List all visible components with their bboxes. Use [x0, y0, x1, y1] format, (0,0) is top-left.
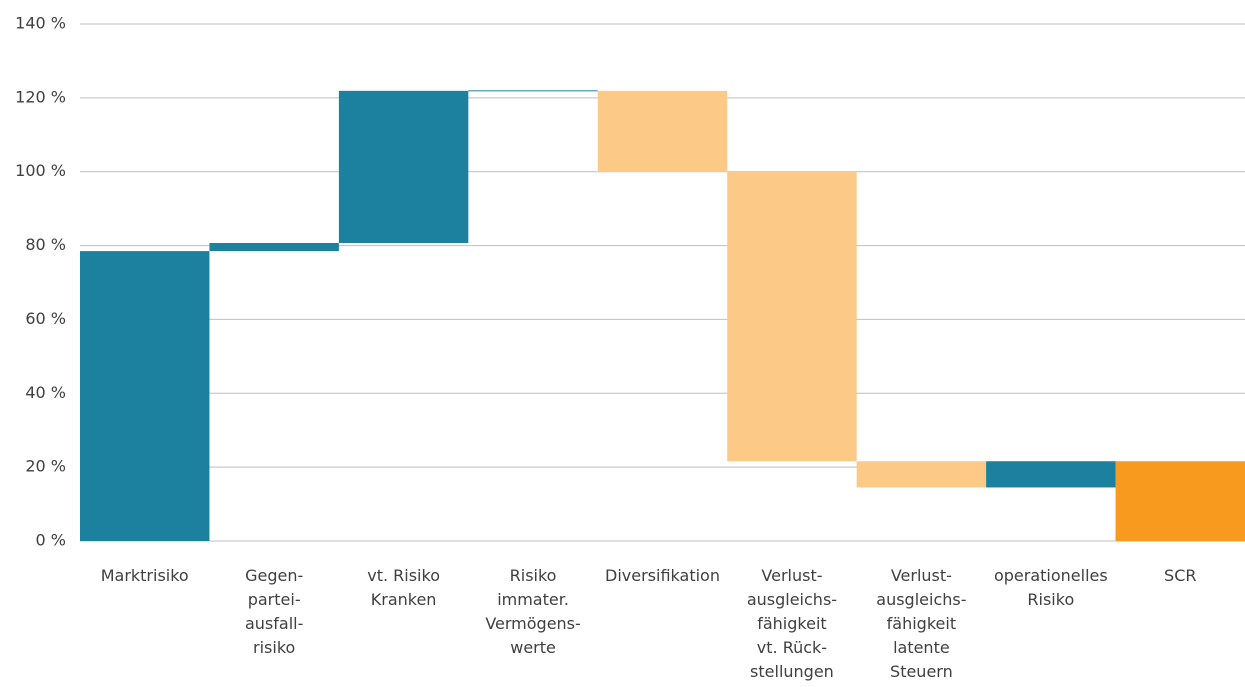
bar: [986, 461, 1116, 488]
x-tick-label-line: ausfall-: [245, 614, 303, 633]
bar: [1115, 461, 1245, 541]
x-tick-label: Verlust-ausgleichs-fähigkeit vt. Rück-ste…: [747, 566, 837, 681]
x-tick-label-line: Steuern: [890, 662, 953, 681]
x-tick-label-line: vt. Risiko: [367, 566, 440, 585]
x-tick-label-line: stellungen: [750, 662, 834, 681]
x-tick-label-line: fähigkeit: [887, 614, 956, 633]
x-tick-label-line: vt. Rück-: [757, 638, 827, 657]
x-tick-label-line: operationelles: [994, 566, 1108, 585]
bar: [80, 251, 210, 541]
x-tick-label-line: ausgleichs-: [876, 590, 966, 609]
x-tick-label-line: werte: [510, 638, 556, 657]
x-tick-label-line: Verlust-: [891, 566, 952, 585]
x-tick-label-line: ausgleichs-: [747, 590, 837, 609]
x-tick-label-line: Gegen-: [245, 566, 303, 585]
x-tick-label: Gegen-partei-ausfall-risiko: [245, 566, 303, 657]
x-tick-label: Diversifikation: [605, 566, 720, 585]
x-tick-label-line: Marktrisiko: [101, 566, 189, 585]
bar: [727, 172, 857, 462]
bar: [856, 461, 987, 488]
x-tick-label-line: partei-: [248, 590, 301, 609]
x-tick-label: SCR: [1164, 566, 1196, 585]
bar: [209, 242, 339, 252]
x-tick-label-line: risiko: [253, 638, 295, 657]
x-tick-label: Risiko immater. Vermögens-werte: [485, 566, 580, 657]
bar: [468, 90, 598, 92]
x-tick-label-line: Risiko: [1027, 590, 1074, 609]
y-tick-label: 40 %: [25, 383, 66, 402]
x-tick-label-line: latente: [893, 638, 950, 657]
x-tick-label-line: Vermögens-: [485, 614, 580, 633]
x-tick-label: Verlust-ausgleichs-fähigkeit latente Steue…: [876, 566, 966, 681]
x-tick-label: operationelles Risiko: [994, 566, 1108, 609]
x-tick-label-line: Verlust-: [761, 566, 822, 585]
y-tick-label: 0 %: [36, 531, 66, 550]
x-tick-label: Marktrisiko: [101, 566, 189, 585]
x-tick-label-line: SCR: [1164, 566, 1196, 585]
y-tick-label: 140 %: [15, 14, 66, 33]
x-tick-label-line: fähigkeit: [757, 614, 826, 633]
y-tick-label: 60 %: [25, 309, 66, 328]
y-tick-label: 100 %: [15, 161, 66, 180]
x-tick-label-line: Kranken: [371, 590, 437, 609]
bar: [338, 90, 469, 243]
y-tick-label: 80 %: [25, 235, 66, 254]
x-tick-label-line: immater.: [497, 590, 569, 609]
x-tick-label-line: Risiko: [510, 566, 557, 585]
y-tick-label: 120 %: [15, 87, 66, 106]
bar: [597, 90, 728, 173]
x-tick-label: vt. Risiko Kranken: [367, 566, 440, 609]
x-tick-label-line: Diversifikation: [605, 566, 720, 585]
y-tick-label: 20 %: [25, 457, 66, 476]
